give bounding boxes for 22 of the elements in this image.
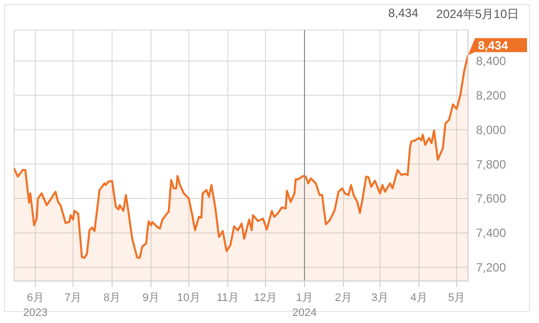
annotation: 8,434 <box>478 38 508 53</box>
x-tick-label: 3月 <box>371 292 389 304</box>
y-tick-label: 7,200 <box>476 260 506 275</box>
x-tick-label: 8月 <box>104 292 121 304</box>
y-tick-label: 7,600 <box>476 192 506 206</box>
x-tick-label: 6月 2023 <box>23 292 48 319</box>
y-tick-label: 8,200 <box>476 88 506 103</box>
text: 8,434 <box>388 6 418 22</box>
x-tick-label: 1月 2024 <box>292 292 317 319</box>
x-tick-label: 11月 <box>216 292 240 304</box>
y-tick-label: 7,400 <box>476 226 506 240</box>
y-tick-label: 8,400 <box>476 54 506 68</box>
x-tick-label: 4月 <box>410 292 428 304</box>
text: 2024年5月10日 <box>436 6 519 23</box>
y-tick-label: 8,000 <box>476 122 506 137</box>
x-tick-label: 5月 <box>448 292 466 304</box>
x-tick-label: 12月 <box>254 292 278 304</box>
x-tick-label: 7月 <box>64 292 82 304</box>
y-tick-label: 7,800 <box>476 157 506 172</box>
x-tick-label: 10月 <box>177 292 200 304</box>
x-tick-label: 9月 <box>142 292 160 304</box>
x-tick-label: 2月 <box>334 292 352 304</box>
